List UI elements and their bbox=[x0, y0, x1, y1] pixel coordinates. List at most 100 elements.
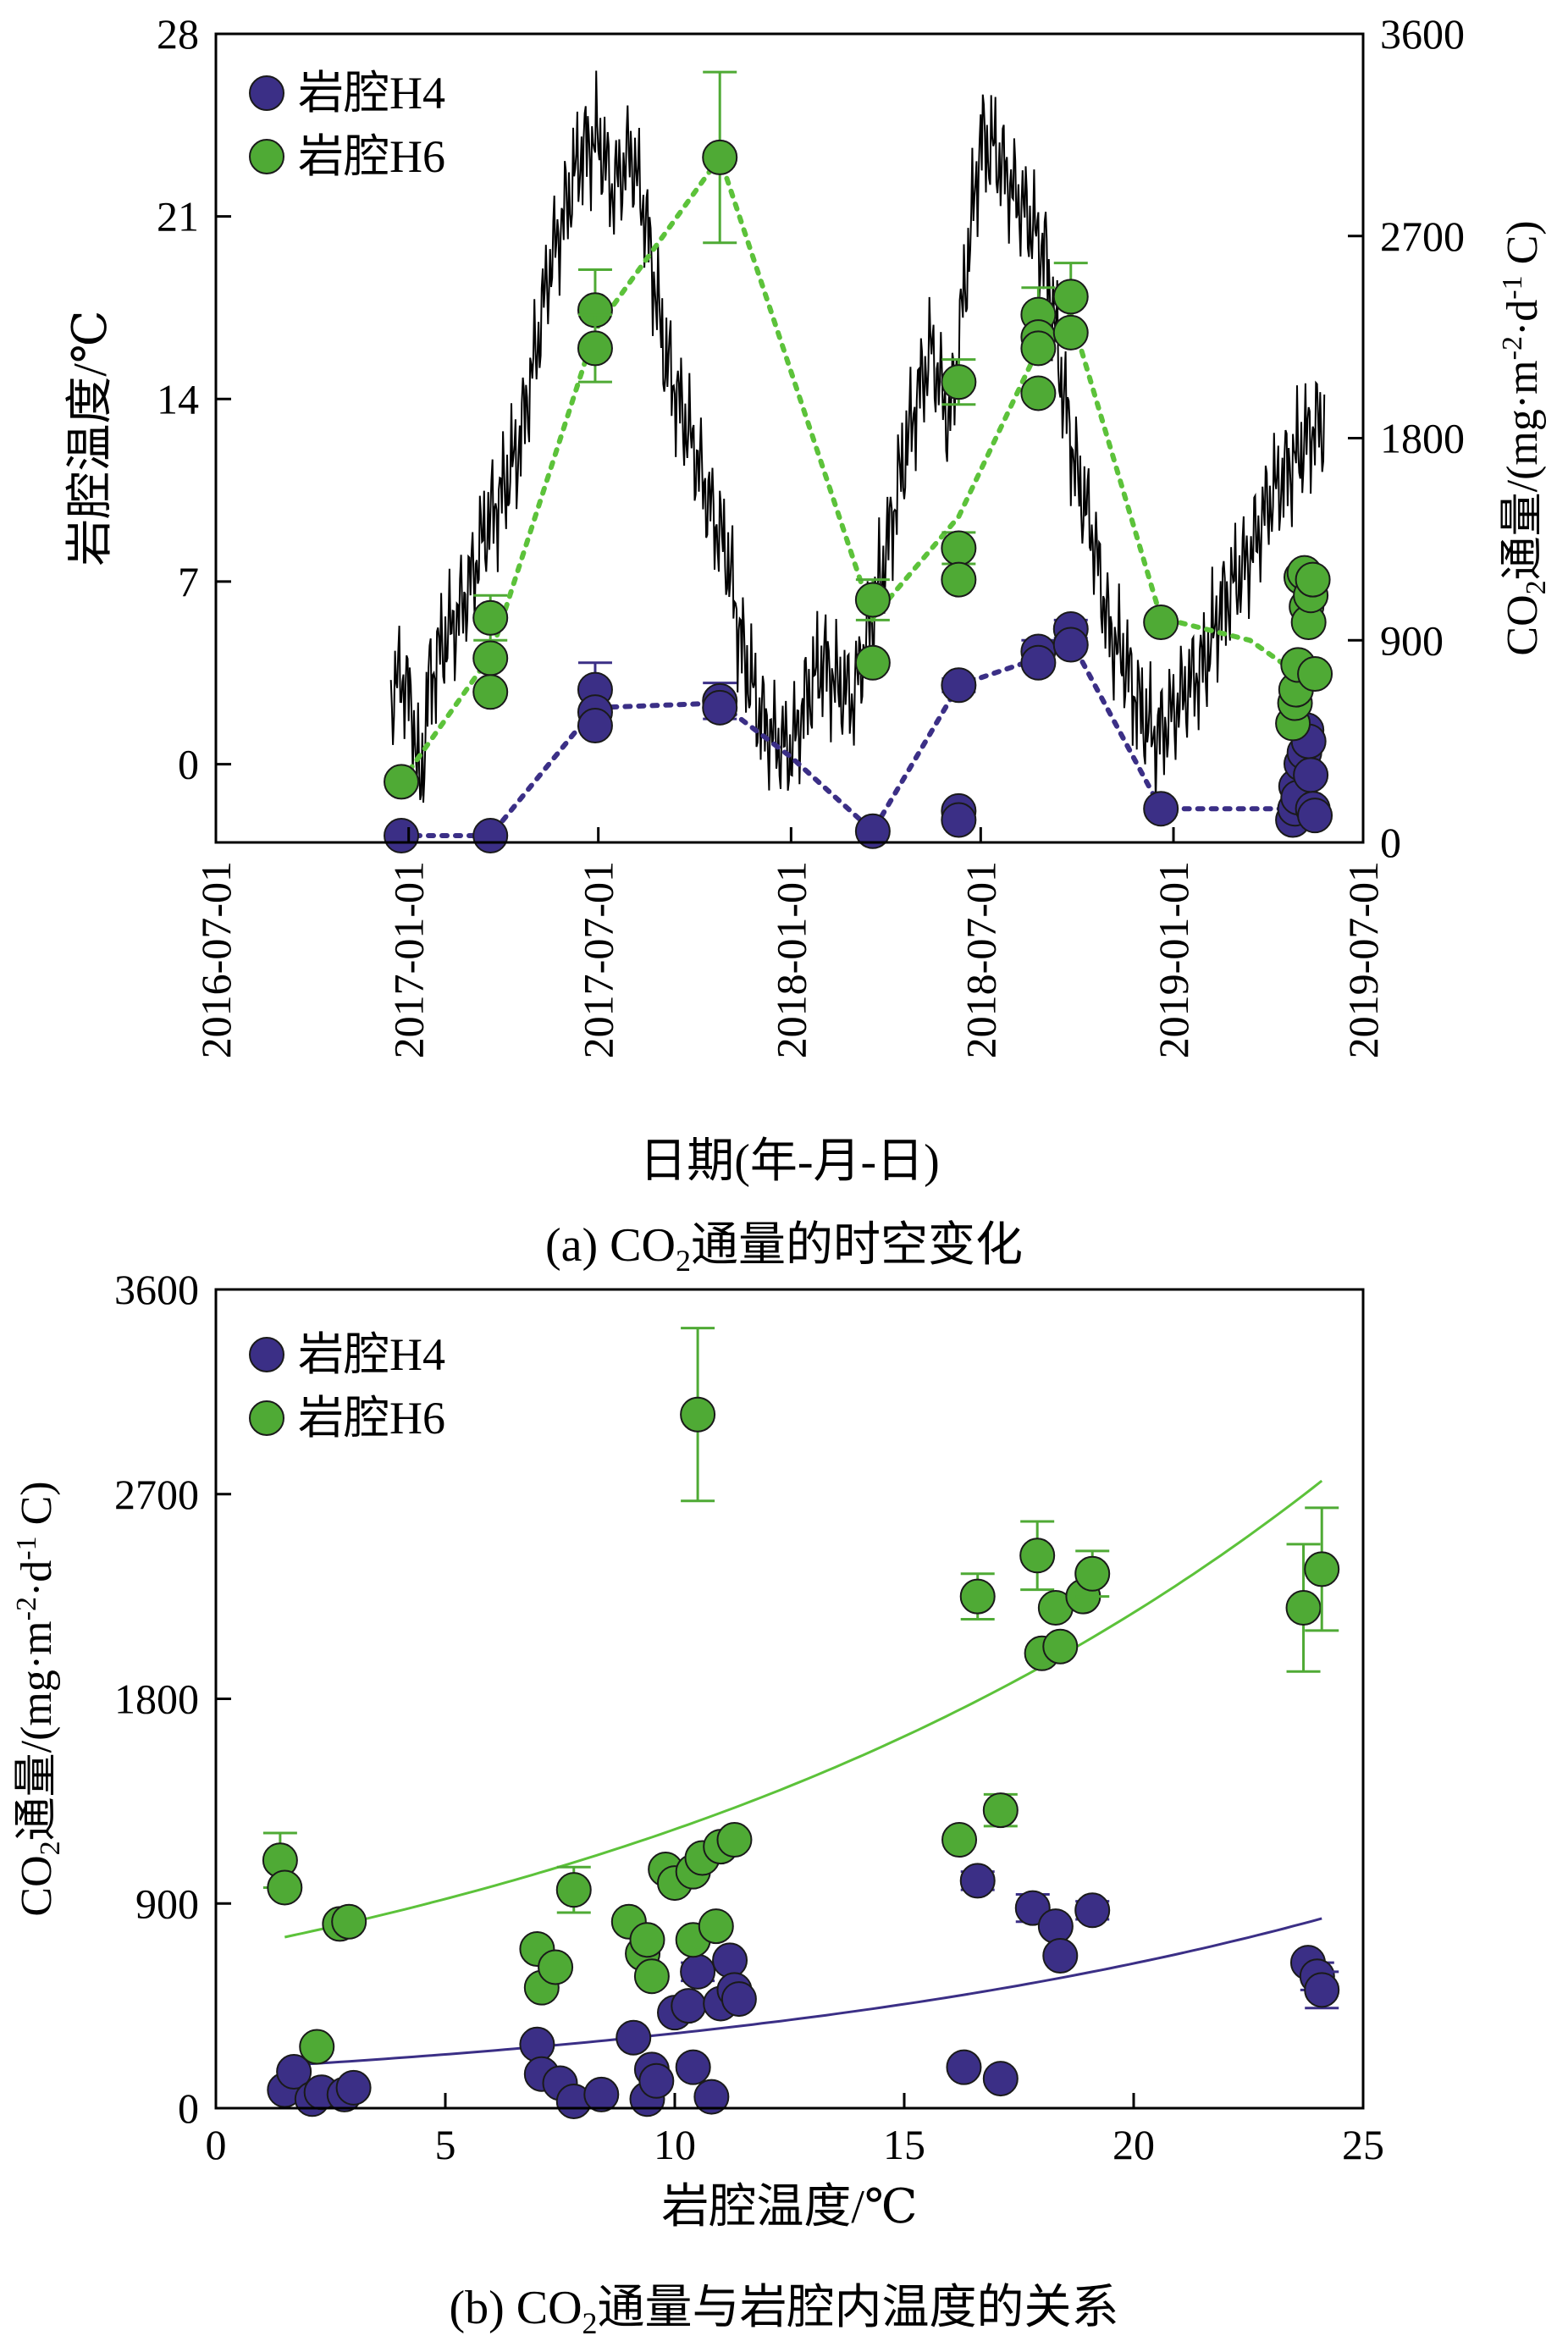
point-h4 bbox=[1037, 1908, 1074, 1945]
legend-label-h6: 岩腔H6 bbox=[298, 131, 445, 182]
legend-label-h6: 岩腔H6 bbox=[298, 1393, 445, 1444]
y2-axis-label-part: C) bbox=[1499, 220, 1547, 275]
point-h6 bbox=[941, 561, 977, 598]
y-tick-label-a: 7 bbox=[178, 558, 199, 605]
point-h4 bbox=[941, 667, 977, 704]
point-h4 bbox=[675, 2049, 711, 2085]
legend-marker-h4 bbox=[249, 1337, 284, 1372]
y-axis-label-part: ·d bbox=[13, 1560, 61, 1597]
point-h6 bbox=[472, 674, 509, 710]
point-h4 bbox=[702, 689, 738, 726]
chart-b: 0 900 1800 2700 3600 0 5 10 15 20 25 岩腔温度/℃ CO2通量/(m… bbox=[11, 1266, 1384, 2233]
y-tick-label-a: 21 bbox=[157, 193, 199, 240]
y2-tick-label-a: 900 bbox=[1380, 616, 1444, 664]
y-tick-label-a: 14 bbox=[157, 375, 199, 422]
x-tick-label-b: 0 bbox=[206, 2121, 227, 2168]
point-h4 bbox=[276, 2054, 312, 2090]
point-h6 bbox=[267, 1869, 303, 1906]
point-h4 bbox=[1293, 757, 1329, 793]
legend-label-h4: 岩腔H4 bbox=[298, 1329, 445, 1380]
point-h4 bbox=[472, 818, 509, 854]
y2-axis-label-part: ·d bbox=[1499, 300, 1547, 336]
point-h4 bbox=[1042, 1938, 1079, 1974]
legend-marker-h4 bbox=[249, 75, 284, 111]
point-h6 bbox=[331, 1903, 367, 1940]
y2-axis-label-a: CO2通量/(mg·m-2·d-1 C) bbox=[1497, 220, 1552, 655]
point-h4 bbox=[712, 1942, 748, 1979]
x-tick-label-b: 25 bbox=[1342, 2121, 1384, 2168]
point-h4 bbox=[335, 2069, 372, 2106]
point-h6 bbox=[698, 1908, 734, 1945]
point-h4 bbox=[616, 2019, 652, 2056]
point-h6 bbox=[1295, 561, 1331, 598]
point-h6 bbox=[1052, 279, 1089, 315]
point-h6 bbox=[472, 640, 509, 676]
point-h4 bbox=[1074, 1892, 1111, 1929]
point-h6 bbox=[629, 1922, 665, 1958]
x-tick-label-a: 2016-07-01 bbox=[192, 861, 240, 1058]
caption-a-pre: (a) CO bbox=[545, 1219, 676, 1272]
point-h4 bbox=[583, 2076, 620, 2112]
point-h4 bbox=[680, 1953, 716, 1990]
y-tick-label-b: 2700 bbox=[114, 1471, 199, 1518]
y-tick-label-b: 3600 bbox=[114, 1266, 199, 1313]
caption-b-sub: 2 bbox=[582, 2306, 598, 2341]
y-axis-label-part: 通量/(mg·m bbox=[13, 1620, 61, 1841]
point-h6 bbox=[854, 644, 891, 681]
x-tick-label-a: 2018-01-01 bbox=[767, 861, 814, 1058]
x-axis-label-b: 岩腔温度/℃ bbox=[661, 2181, 917, 2233]
y-axis-label-part: 2 bbox=[35, 1841, 66, 1855]
point-h6 bbox=[1074, 1555, 1111, 1592]
point-h6 bbox=[959, 1578, 996, 1615]
point-h6 bbox=[577, 330, 613, 367]
point-h6 bbox=[1285, 1590, 1322, 1626]
fit-line-h6 bbox=[284, 1479, 1323, 1939]
point-h6 bbox=[1020, 330, 1057, 367]
point-h4 bbox=[384, 818, 420, 854]
point-h4 bbox=[1304, 1972, 1340, 2008]
y-axis-label-b: CO2通量/(mg·m-2·d-1 C) bbox=[11, 1481, 66, 1916]
y2-axis-label-part: 通量/(mg·m bbox=[1499, 360, 1547, 580]
point-h6 bbox=[982, 1792, 1019, 1829]
y-axis-label-part: CO bbox=[13, 1855, 61, 1916]
point-h6 bbox=[702, 139, 738, 175]
mean-line-h6 bbox=[399, 152, 1317, 785]
point-h6 bbox=[633, 1958, 670, 1995]
point-h6 bbox=[555, 1872, 592, 1908]
point-h6 bbox=[941, 530, 977, 566]
legend-marker-h6 bbox=[249, 1400, 284, 1436]
x-tick-label-a: 2018-07-01 bbox=[957, 861, 1004, 1058]
point-h4 bbox=[638, 2062, 675, 2099]
caption-a-post: 通量的时空变化 bbox=[690, 1219, 1023, 1272]
point-h6 bbox=[1143, 605, 1179, 641]
y2-axis-label-part: -2 bbox=[1497, 336, 1528, 360]
legend-label-h4: 岩腔H4 bbox=[298, 68, 445, 119]
y-axis-label-part: C) bbox=[13, 1481, 61, 1536]
y2-tick-label-a: 0 bbox=[1380, 819, 1401, 866]
y-tick-label-a: 28 bbox=[157, 10, 199, 58]
x-tick-label-a: 2017-01-01 bbox=[385, 861, 433, 1058]
point-h6 bbox=[680, 1396, 716, 1433]
y-axis-label-a: 岩腔温度/℃ bbox=[64, 310, 117, 566]
y-axis-label-part: -2 bbox=[11, 1597, 42, 1620]
y2-tick-label-a: 2700 bbox=[1380, 213, 1465, 260]
y-tick-label-a: 0 bbox=[178, 741, 199, 788]
x-tick-label-b: 10 bbox=[654, 2121, 696, 2168]
y-tick-label-b: 1800 bbox=[114, 1676, 199, 1723]
point-h4 bbox=[1297, 798, 1333, 834]
y2-axis-label-part: CO bbox=[1499, 594, 1547, 655]
x-axis-label-a: 日期(年-月-日) bbox=[639, 1135, 940, 1188]
x-tick-label-a: 2019-01-01 bbox=[1150, 861, 1197, 1058]
temperature-line bbox=[389, 70, 1326, 803]
x-tick-label-a: 2019-07-01 bbox=[1339, 861, 1387, 1058]
point-h6 bbox=[854, 582, 891, 618]
point-h4 bbox=[1020, 644, 1057, 681]
x-tick-label-a: 2017-07-01 bbox=[575, 861, 622, 1058]
point-h4 bbox=[1143, 791, 1179, 827]
x-tick-label-b: 20 bbox=[1113, 2121, 1155, 2168]
point-h6 bbox=[1042, 1628, 1079, 1665]
legend-marker-h6 bbox=[249, 139, 284, 174]
y2-tick-label-a: 3600 bbox=[1380, 10, 1465, 58]
point-h6 bbox=[941, 1822, 978, 1858]
